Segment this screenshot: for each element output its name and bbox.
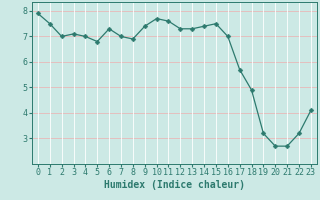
X-axis label: Humidex (Indice chaleur): Humidex (Indice chaleur) (104, 180, 245, 190)
